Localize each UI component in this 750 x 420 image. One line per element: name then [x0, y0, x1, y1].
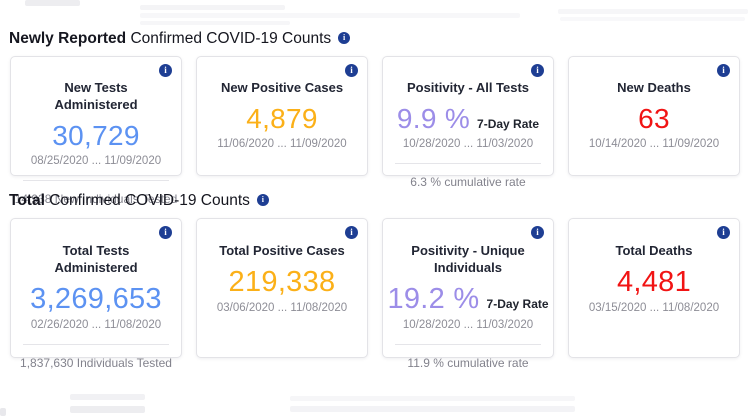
info-icon[interactable]: i: [256, 193, 269, 206]
card-title: New Tests Administered: [54, 80, 138, 112]
section-total: Total Confirmed COVID-19 Counts i i Tota…: [0, 191, 750, 370]
card-title: Total Deaths: [615, 243, 693, 258]
info-icon[interactable]: i: [338, 31, 351, 44]
faded-artifact: [70, 394, 145, 400]
faded-artifact: [140, 21, 290, 25]
card-title: Positivity - Unique Individuals: [411, 243, 525, 275]
stat-card-total-deaths: i Total Deaths 4,481 03/15/2020 ... 11/0…: [568, 218, 740, 358]
faded-artifact: [558, 9, 748, 14]
card-title: New Positive Cases: [220, 80, 344, 95]
stat-card-new-positive-cases: i New Positive Cases 4,879 11/06/2020 ..…: [196, 56, 368, 176]
stat-value: 4,481: [616, 265, 692, 298]
section-header: Total Confirmed COVID-19 Counts i: [9, 191, 750, 210]
faded-artifact: [25, 0, 80, 6]
date-range: 10/28/2020 ... 11/03/2020: [402, 318, 534, 331]
info-icon[interactable]: i: [345, 226, 358, 239]
stat-card-new-deaths: i New Deaths 63 10/14/2020 ... 11/09/202…: [568, 56, 740, 176]
footnote: 14,938 New Individuals Tested: [14, 191, 178, 206]
info-icon[interactable]: i: [717, 64, 730, 77]
info-icon[interactable]: i: [159, 226, 172, 239]
section-title: Newly Reported Confirmed COVID-19 Counts: [9, 30, 332, 47]
card-row: i New Tests Administered 30,729 08/25/20…: [10, 56, 740, 206]
divider: [395, 162, 541, 164]
card-title: Total Positive Cases: [219, 243, 345, 258]
faded-artifact: [140, 13, 520, 18]
stat-value: 9.9 %: [396, 102, 471, 134]
footnote: 11.9 % cumulative rate: [407, 355, 529, 370]
stat-value: 4,879: [246, 102, 318, 134]
faded-artifact: [290, 406, 575, 412]
section-title: Total Confirmed COVID-19 Counts: [9, 192, 250, 209]
date-range: 11/06/2020 ... 11/09/2020: [217, 137, 347, 150]
card-title: Positivity - All Tests: [406, 80, 530, 95]
footnote: 1,837,630 Individuals Tested: [20, 355, 172, 370]
info-icon[interactable]: i: [717, 226, 730, 239]
info-icon[interactable]: i: [531, 64, 544, 77]
divider: [23, 179, 169, 181]
stat-value: 219,338: [228, 265, 336, 298]
faded-artifact: [70, 406, 145, 413]
faded-artifact: [290, 396, 575, 401]
stat-card-total-tests-administered: i Total Tests Administered 3,269,653 02/…: [10, 218, 182, 370]
divider: [395, 343, 541, 345]
section-newly-reported: Newly Reported Confirmed COVID-19 Counts…: [0, 29, 750, 206]
rate-label: 7-Day Rate: [486, 296, 549, 311]
stat-value: 3,269,653: [30, 282, 162, 315]
date-range: 03/15/2020 ... 11/08/2020: [588, 301, 720, 314]
info-icon[interactable]: i: [531, 226, 544, 239]
date-range: 03/06/2020 ... 11/08/2020: [216, 301, 348, 314]
faded-artifact: [0, 408, 6, 416]
stat-value: 19.2 %: [387, 282, 480, 315]
stat-value: 30,729: [52, 119, 140, 151]
stat-card-total-positive-cases: i Total Positive Cases 219,338 03/06/202…: [196, 218, 368, 358]
card-row: i Total Tests Administered 3,269,653 02/…: [10, 218, 740, 370]
stat-card-positivity-unique-individuals: i Positivity - Unique Individuals 19.2 %…: [382, 218, 554, 370]
stat-value: 63: [638, 102, 670, 134]
divider: [23, 343, 169, 345]
date-range: 08/25/2020 ... 11/09/2020: [30, 154, 162, 167]
stat-card-positivity-all-tests: i Positivity - All Tests 9.9 % 7-Day Rat…: [382, 56, 554, 189]
date-range: 10/14/2020 ... 11/09/2020: [588, 137, 720, 150]
rate-label: 7-Day Rate: [477, 116, 540, 131]
section-header: Newly Reported Confirmed COVID-19 Counts…: [9, 29, 750, 48]
info-icon[interactable]: i: [345, 64, 358, 77]
date-range: 02/26/2020 ... 11/08/2020: [30, 318, 162, 331]
faded-artifact: [560, 17, 745, 21]
card-title: New Deaths: [617, 80, 691, 95]
stat-card-new-tests-administered: i New Tests Administered 30,729 08/25/20…: [10, 56, 182, 206]
footnote: 6.3 % cumulative rate: [410, 174, 526, 189]
faded-artifact: [140, 5, 285, 10]
card-title: Total Tests Administered: [54, 243, 138, 275]
info-icon[interactable]: i: [159, 64, 172, 77]
date-range: 10/28/2020 ... 11/03/2020: [402, 137, 534, 150]
